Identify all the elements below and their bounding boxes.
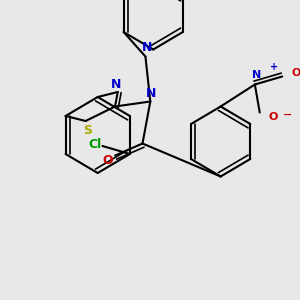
Text: N: N: [111, 77, 121, 91]
Text: −: −: [282, 110, 292, 119]
Text: N: N: [146, 87, 157, 100]
Text: N: N: [252, 70, 261, 80]
Text: +: +: [270, 61, 278, 71]
Text: O: O: [102, 154, 112, 167]
Text: S: S: [83, 124, 92, 136]
Text: Cl: Cl: [88, 137, 101, 151]
Text: O: O: [291, 68, 300, 77]
Text: N: N: [142, 41, 153, 54]
Text: O: O: [269, 112, 278, 122]
